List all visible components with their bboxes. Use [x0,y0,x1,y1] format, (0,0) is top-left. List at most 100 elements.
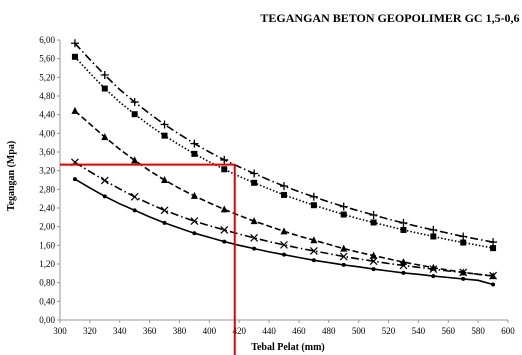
data-point [71,106,79,114]
y-tick-label: 1,60 [39,240,55,250]
data-point [222,239,227,244]
data-point [251,179,258,186]
data-point [281,191,287,198]
data-point [459,232,468,241]
data-point [72,177,77,182]
data-point [490,245,497,252]
data-point [220,155,229,164]
data-point [101,133,109,141]
x-tick-label: 380 [173,326,187,336]
data-point [220,226,229,234]
data-point [340,244,348,252]
x-axis-title: Tebal Pelat (mm) [251,342,325,353]
x-tick-label: 440 [262,326,276,336]
data-point [70,39,79,48]
y-tick-label: 2,00 [39,222,55,232]
data-point [131,111,138,118]
data-point [369,257,378,266]
data-point [399,218,408,227]
x-tick-label: 500 [352,326,366,336]
data-point [310,236,318,244]
data-point [250,169,259,178]
data-point [429,225,438,234]
reference-lines [60,163,236,355]
data-point [131,156,139,164]
data-point [252,246,257,251]
data-point [220,205,228,213]
data-point [130,98,139,107]
y-tick-label: 0,40 [39,296,55,306]
data-point [221,166,228,173]
data-point [461,276,466,281]
data-point [160,206,169,215]
y-tick-label: 3,60 [39,147,55,157]
x-tick-label: 400 [203,326,217,336]
chart-title: TEGANGAN BETON GEOPOLIMER GC 1,5-0,6 [260,11,519,25]
data-point [250,217,258,225]
data-point [489,271,497,280]
data-point [339,252,348,261]
data-point [100,71,109,79]
x-tick-label: 480 [322,326,336,336]
y-tick-label: 2,40 [39,203,55,213]
y-tick-label: 1,20 [39,259,55,269]
series-1 [70,39,498,247]
data-point [190,191,198,199]
data-point [102,194,107,199]
data-point [429,265,438,274]
x-axis-ticks: 300 320 340 360 380 400 420 440 460 480 500 520 540 5… [53,320,515,336]
data-point [130,192,139,201]
x-tick-label: 540 [412,326,426,336]
data-point [491,282,496,287]
data-point [282,252,286,257]
data-point [190,139,199,148]
data-point [280,182,288,191]
data-point [369,211,378,219]
series-line [74,161,494,277]
series-4 [71,158,497,280]
x-tick-label: 360 [143,326,157,336]
series-group [70,39,498,287]
data-point [161,176,169,183]
x-tick-label: 420 [232,326,246,336]
data-point [371,267,376,272]
data-point [399,261,408,270]
y-axis-title: Tegangan (Mpa) [6,141,17,211]
data-point [309,192,318,201]
x-tick-label: 340 [113,326,127,336]
data-point [431,274,436,279]
x-tick-label: 600 [501,326,515,336]
y-tick-label: 6,00 [39,35,55,45]
y-tick-label: 5,60 [39,54,55,64]
data-point [341,262,346,267]
data-point [100,176,109,185]
data-point [162,220,167,225]
y-tick-label: 0,00 [39,315,55,325]
data-point [280,240,288,249]
data-point [370,219,377,226]
data-point [132,208,137,213]
data-point [280,227,288,235]
data-point [309,247,318,255]
y-axis-ticks: 0,00 0,40 0,80 1,20 1,60 2,00 2,40 2,80 3,20 3,60… [39,35,60,325]
series-line [74,56,494,249]
data-point [310,202,317,209]
y-tick-label: 4,40 [39,110,55,120]
x-tick-label: 320 [83,326,97,336]
y-tick-label: 3,20 [39,166,55,176]
series-5 [72,177,496,287]
x-tick-label: 580 [471,326,485,336]
data-point [190,217,199,225]
data-point [370,251,378,259]
data-point [191,150,198,157]
data-point [460,239,467,246]
x-tick-label: 520 [382,326,396,336]
y-tick-label: 0,80 [39,278,55,288]
series-2 [71,53,497,252]
x-tick-label: 460 [292,326,306,336]
y-tick-label: 5,20 [39,72,55,82]
data-point [192,231,197,236]
x-tick-label: 560 [442,326,456,336]
data-point [101,85,108,92]
